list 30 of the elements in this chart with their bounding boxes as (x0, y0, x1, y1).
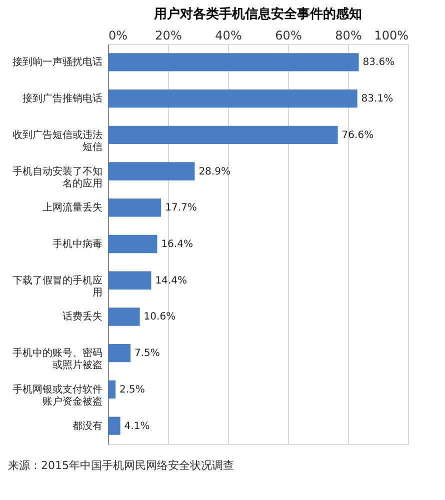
y-tick-label: 下载了假冒的手机应用 (12, 274, 102, 298)
x-tick-label: 80% (335, 28, 362, 42)
y-tick-label: 话费丢失 (62, 310, 102, 323)
data-label: 17.7% (165, 202, 197, 214)
y-tick-label: 上网流量丢失 (42, 202, 102, 214)
data-label: 83.6% (362, 57, 395, 68)
x-tick-label: 20% (155, 28, 182, 42)
data-label: 4.1% (124, 420, 150, 432)
x-tick-label: 60% (275, 28, 302, 42)
y-tick-label: 手机中的账号、密码或照片被盗 (12, 347, 102, 372)
data-label: 2.5% (120, 384, 145, 396)
y-tick-label: 收到广告短信或违法短信 (12, 128, 102, 153)
data-label: 83.1% (361, 94, 394, 105)
x-tick-label: 100% (374, 28, 408, 42)
data-label: 10.6% (144, 312, 176, 323)
data-label: 28.9% (198, 166, 230, 178)
y-tick-label: 手机网银或支付软件账户资金被盗 (12, 383, 102, 408)
x-tick-label: 0% (108, 28, 128, 42)
y-tick-label: 手机中病毒 (52, 238, 102, 250)
data-label: 16.4% (161, 239, 193, 250)
data-label: 76.6% (342, 130, 374, 141)
y-tick-label: 手机自动安装了不知名的应用 (12, 165, 102, 190)
x-tick-label: 40% (215, 28, 242, 42)
data-label: 7.5% (134, 348, 160, 360)
y-tick-label: 接到广告推销电话 (22, 92, 102, 105)
data-label: 14.4% (155, 275, 187, 286)
source-note: 来源：2015年中国手机网民网络安全状况调查 (8, 459, 234, 472)
y-tick-label: 接到响一声骚扰电话 (12, 56, 102, 68)
y-tick-label: 都没有 (72, 420, 102, 432)
chart-title: 用户对各类手机信息安全事件的感知 (153, 6, 362, 22)
